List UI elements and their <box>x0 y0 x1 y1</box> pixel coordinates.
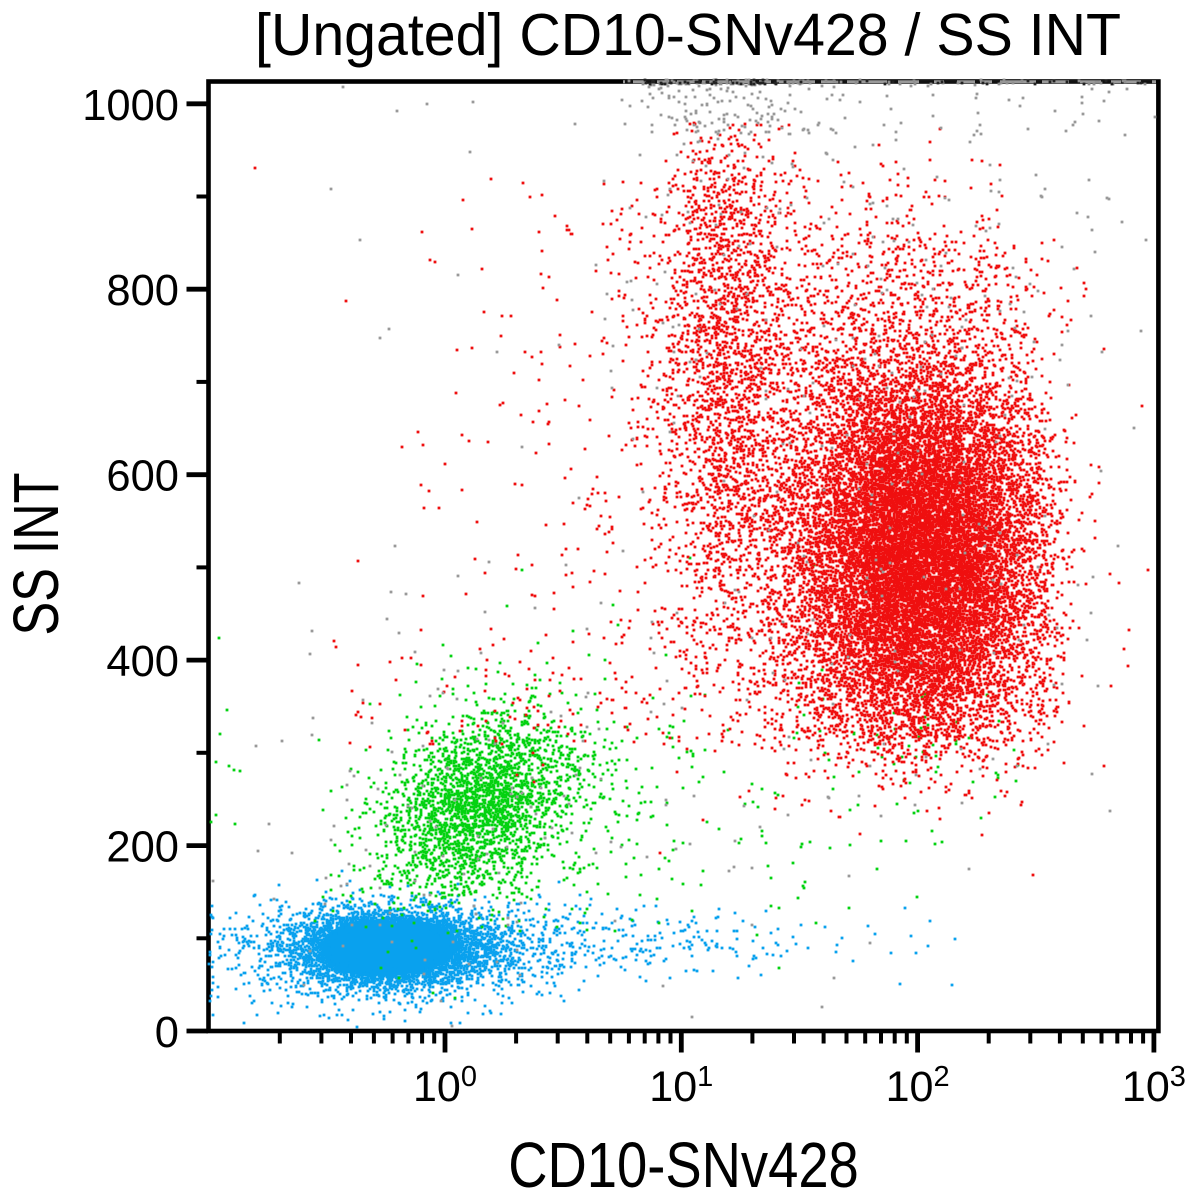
svg-text:SS INT: SS INT <box>1 473 72 636</box>
svg-text:600: 600 <box>106 453 179 501</box>
svg-text:0: 0 <box>155 1009 179 1057</box>
svg-text:800: 800 <box>106 267 179 315</box>
svg-text:400: 400 <box>106 638 179 686</box>
svg-text:[Ungated] CD10-SNv428 / SS INT: [Ungated] CD10-SNv428 / SS INT <box>255 2 1121 68</box>
svg-text:CD10-SNv428: CD10-SNv428 <box>508 1129 859 1201</box>
svg-text:1000: 1000 <box>82 82 179 130</box>
svg-text:200: 200 <box>106 824 179 872</box>
svg-text:102: 102 <box>886 1061 950 1111</box>
